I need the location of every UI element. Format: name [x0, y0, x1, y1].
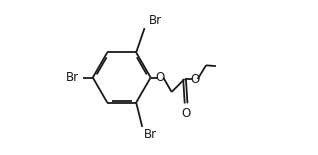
Text: Br: Br [149, 14, 162, 27]
Text: O: O [182, 107, 191, 120]
Text: Br: Br [66, 71, 79, 84]
Text: O: O [156, 71, 165, 84]
Text: Br: Br [144, 128, 157, 141]
Text: O: O [190, 73, 199, 86]
